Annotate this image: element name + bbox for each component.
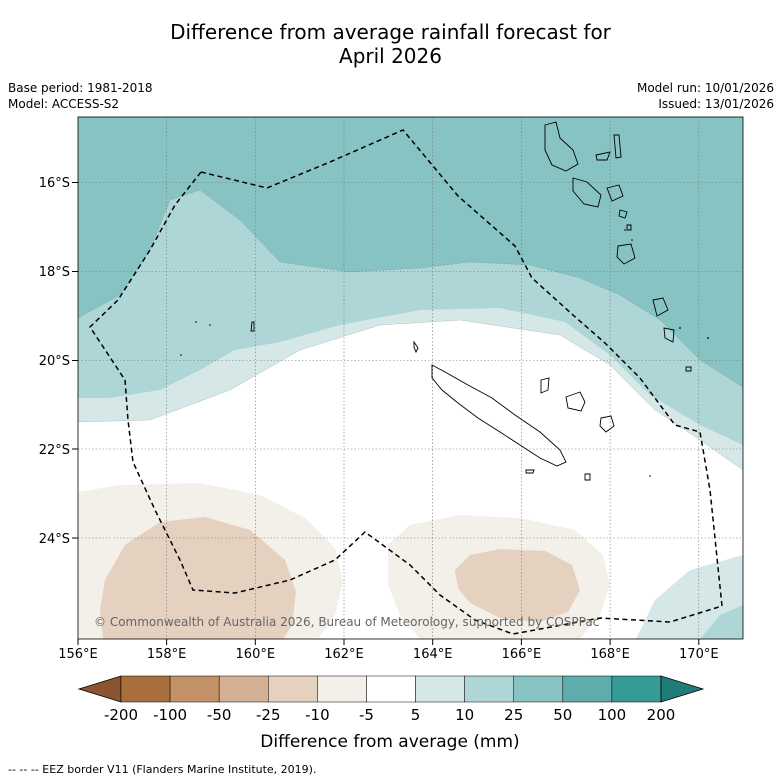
colorbar-tick-label: 25 — [504, 706, 523, 724]
lat-label-16s: 16°S — [39, 176, 70, 191]
island-small-1 — [685, 366, 692, 372]
colorbar-label: Difference from average (mm) — [260, 732, 519, 752]
island-small-6 — [618, 209, 628, 219]
island-lifou — [565, 391, 586, 412]
colorbar-cells — [120, 675, 662, 703]
island-ouvea — [540, 377, 550, 394]
island-malekula — [572, 177, 602, 208]
island-outlines — [250, 121, 692, 481]
colorbar-cell — [464, 675, 514, 703]
colorbar-cell — [415, 675, 465, 703]
island-mare — [599, 415, 615, 433]
title-line-1: Difference from average rainfall forecas… — [170, 20, 611, 44]
lon-label-168e: 168°E — [590, 647, 630, 662]
lat-label-18s: 18°S — [39, 265, 70, 280]
title-line-2: April 2026 — [339, 44, 442, 68]
colorbar-tick-label: -5 — [359, 706, 374, 724]
lat-label-22s: 22°S — [39, 443, 70, 458]
island-small-3 — [525, 469, 535, 474]
base-period: Base period: 1981-2018 — [8, 81, 153, 95]
colorbar-tick-label: -100 — [153, 706, 187, 724]
contour-wet-25 — [78, 117, 743, 387]
colorbar-cell — [513, 675, 564, 703]
lon-label-156e: 156°E — [58, 647, 98, 662]
island-small-4 — [584, 473, 591, 481]
map-frame — [77, 116, 744, 640]
island-small-5 — [413, 340, 419, 354]
lat-label-20s: 20°S — [39, 354, 70, 369]
colorbar-cell — [611, 675, 662, 703]
colorbar-cell — [268, 675, 318, 703]
island-aneityum — [663, 327, 675, 343]
contour-dry-east-25 — [455, 549, 580, 622]
lon-label-158e: 158°E — [147, 647, 187, 662]
colorbar-tick-label: 100 — [598, 706, 627, 724]
colorbar-tick-label: 50 — [553, 706, 572, 724]
contour-wet-se-5 — [636, 555, 743, 639]
colorbar-tick-label: 200 — [647, 706, 676, 724]
issued-date: Issued: 13/01/2026 — [658, 97, 774, 111]
model-run: Model run: 10/01/2026 — [636, 81, 774, 95]
lon-label-160e: 160°E — [236, 647, 276, 662]
colorbar-tick-label: -50 — [207, 706, 232, 724]
map-area — [78, 117, 743, 639]
contour-dry-west-25 — [100, 517, 296, 639]
lat-label-24s: 24°S — [39, 532, 70, 547]
island-espiritu-santo — [544, 121, 579, 172]
lon-label-162e: 162°E — [324, 647, 364, 662]
island-new-caledonia — [431, 364, 567, 467]
colorbar-tick-label: -25 — [256, 706, 281, 724]
copyright-notice: © Commonwealth of Australia 2026, Bureau… — [94, 615, 599, 629]
colorbar-tick-label: 5 — [411, 706, 421, 724]
model-name: Model: ACCESS-S2 — [8, 97, 120, 111]
eez-border — [89, 129, 723, 635]
colorbar-extend-high — [660, 675, 705, 703]
contour-lines — [78, 189, 743, 471]
colorbar-cell — [562, 675, 613, 703]
island-erromango — [616, 243, 636, 265]
island-small-7 — [626, 224, 632, 231]
colorbar-tick-label: -200 — [104, 706, 138, 724]
lon-label-170e: 170°E — [679, 647, 719, 662]
tick-marks — [72, 182, 700, 645]
contour-wet-se-10 — [700, 605, 743, 639]
lon-label-166e: 166°E — [502, 647, 542, 662]
colorbar-tick-labels: -200 -100 -50 -25 -10 -5 5 10 25 50 100 200 — [104, 706, 675, 724]
colorbar-cell — [317, 675, 367, 703]
island-small-2 — [250, 321, 255, 332]
lon-label-164e: 164°E — [413, 647, 453, 662]
colorbar-extend-low — [77, 675, 122, 703]
island-tanna-group — [652, 297, 669, 317]
colorbar-tick-label: -10 — [305, 706, 330, 724]
island-efate — [606, 184, 624, 202]
island-maewo — [613, 134, 622, 159]
colorbar-tick-label: 10 — [455, 706, 474, 724]
island-ambae — [595, 151, 611, 161]
eez-footnote: -- -- -- EEZ border V11 (Flanders Marine… — [8, 763, 317, 776]
colorbar-cell — [366, 675, 416, 703]
island-dots — [180, 229, 709, 477]
colorbar-cell — [169, 675, 220, 703]
colorbar-cell — [120, 675, 171, 703]
colorbar: -200 -100 -50 -25 -10 -5 5 10 25 50 100 200 Differe… — [77, 675, 705, 752]
colorbar-cell — [218, 675, 269, 703]
